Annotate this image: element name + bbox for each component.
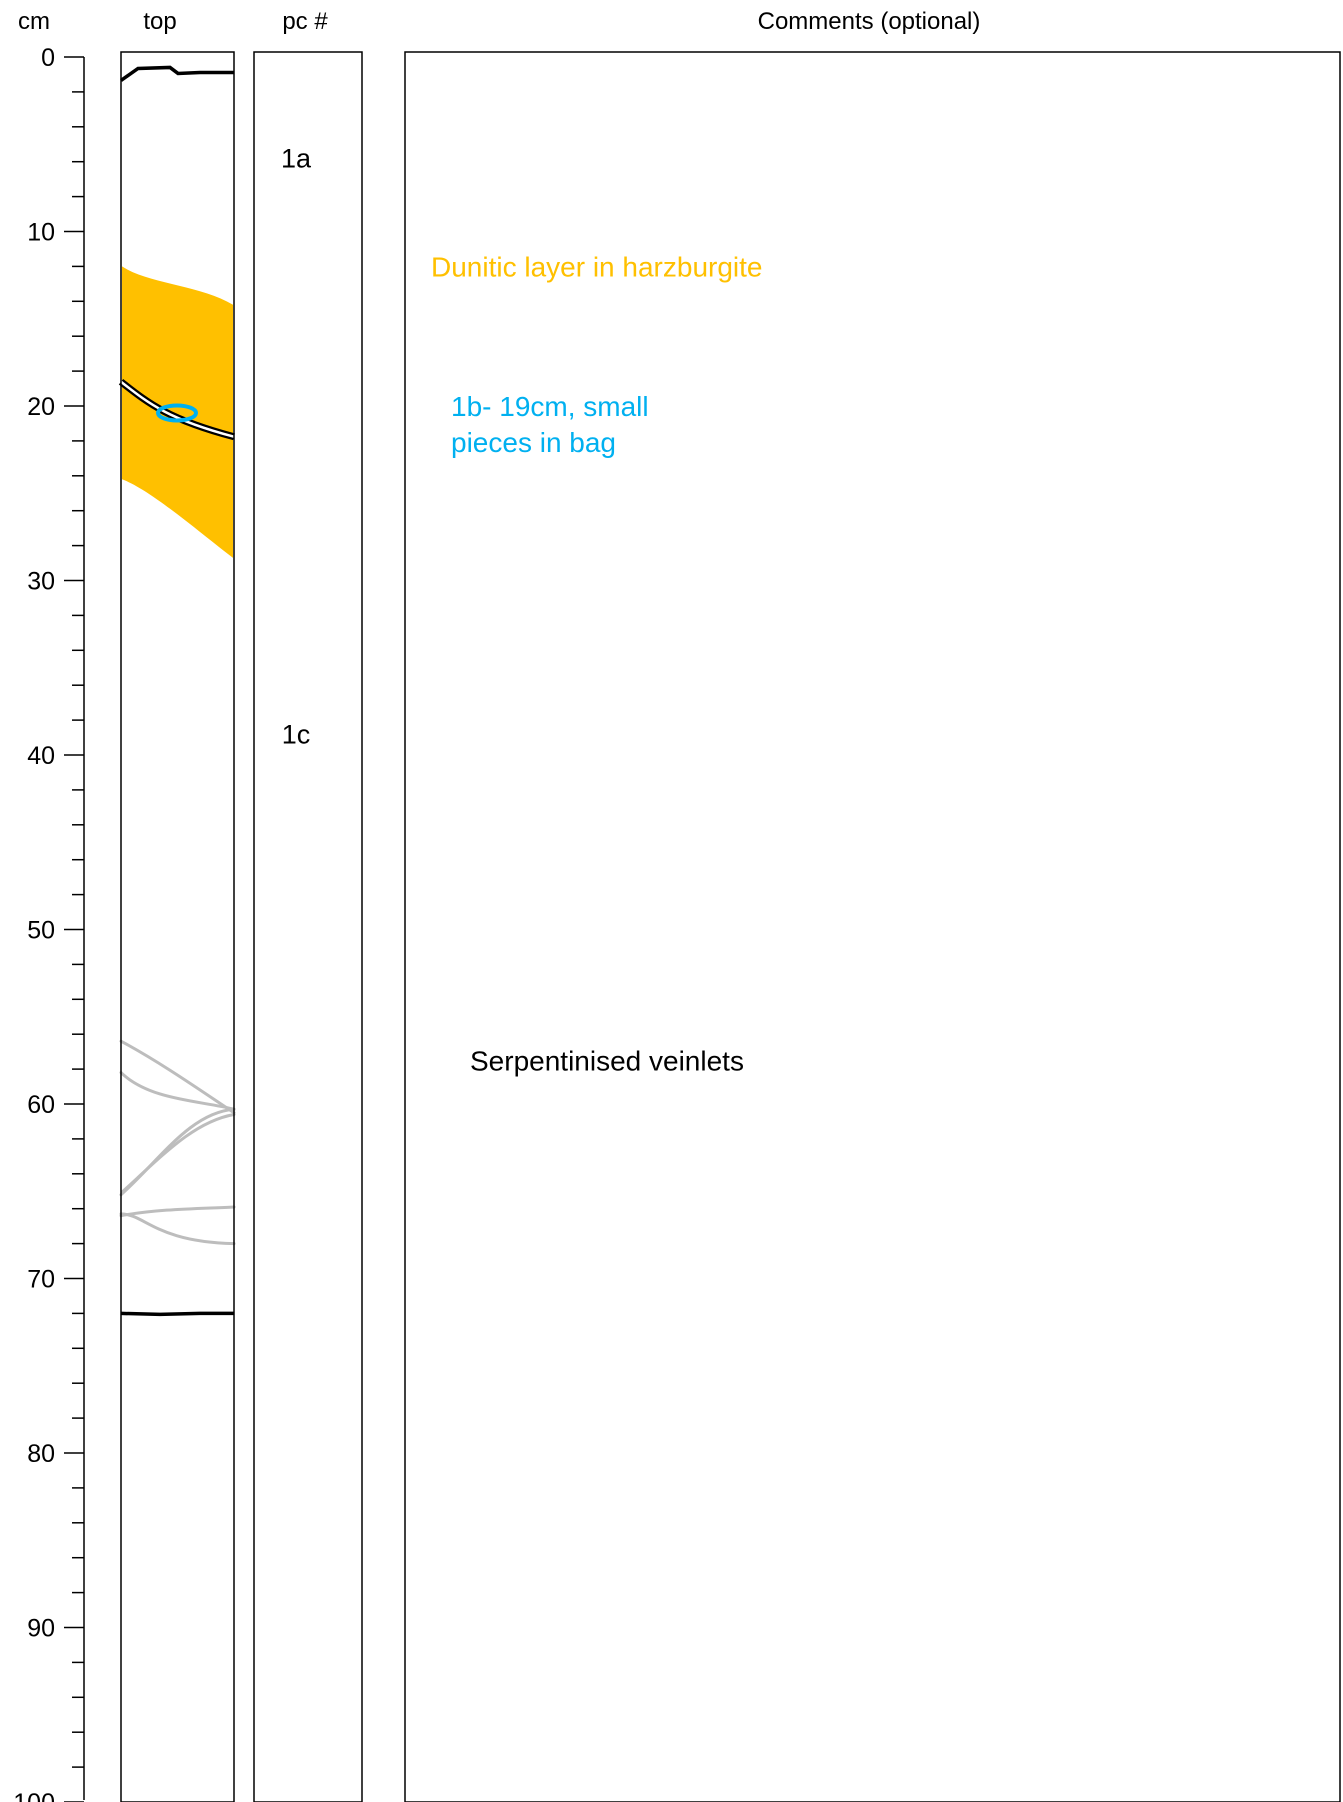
comments-column-header: Comments (optional) [758, 8, 981, 35]
piece-boundaries [119, 65, 234, 1317]
piece-column-header: pc # [282, 8, 328, 35]
veinlet [119, 1212, 236, 1246]
core-column-frame [120, 51, 235, 1802]
piece-boundary [120, 1311, 234, 1317]
fracture-core [120, 380, 235, 438]
comments-column: Dunitic layer in harzburgite 1b- 19cm, sm… [404, 51, 1341, 1802]
veinlet [119, 1205, 236, 1218]
depth-tick-label: 40 [27, 742, 55, 770]
comment-text: pieces in bag [451, 427, 616, 458]
depth-tick-label: 80 [27, 1440, 55, 1468]
dunite-layer [122, 266, 233, 558]
comment-text: Dunitic layer in harzburgite [431, 251, 763, 282]
depth-tick-label: 60 [27, 1091, 55, 1119]
piece-column-frame [253, 51, 363, 1802]
veinlet [119, 1071, 236, 1111]
comment-text: Serpentinised veinlets [470, 1045, 744, 1076]
sample-1b-marker [156, 403, 198, 423]
depth-tick-label: 10 [27, 219, 55, 247]
depth-tick-label: 20 [27, 393, 55, 421]
veinlet [119, 1107, 236, 1197]
piece-boundary [119, 65, 234, 82]
depth-tick-label: 100 [13, 1789, 55, 1802]
depth-tick-label: 70 [27, 1266, 55, 1294]
piece-column: 1a 1c [253, 51, 363, 1802]
depth-tick-label: 30 [27, 568, 55, 596]
piece-label: 1c [282, 720, 311, 750]
depth-tick-label: 50 [27, 917, 55, 945]
comments-column-frame [404, 51, 1341, 1802]
depth-tick-label: 90 [27, 1615, 55, 1643]
veinlet [119, 1039, 236, 1115]
veinlet [121, 1112, 236, 1193]
depth-tick-label: 0 [41, 44, 55, 72]
core-column-header: top [143, 8, 176, 35]
depth-unit-header: cm [18, 8, 50, 35]
fracture-1b [118, 378, 235, 441]
comment-text: 1b- 19cm, small [451, 391, 649, 422]
depth-scale: 0 10 20 30 40 50 60 70 80 90 100 [13, 44, 85, 1802]
serpentinised-veinlets [119, 1039, 236, 1246]
core-column [118, 51, 236, 1802]
piece-label: 1a [281, 144, 312, 174]
